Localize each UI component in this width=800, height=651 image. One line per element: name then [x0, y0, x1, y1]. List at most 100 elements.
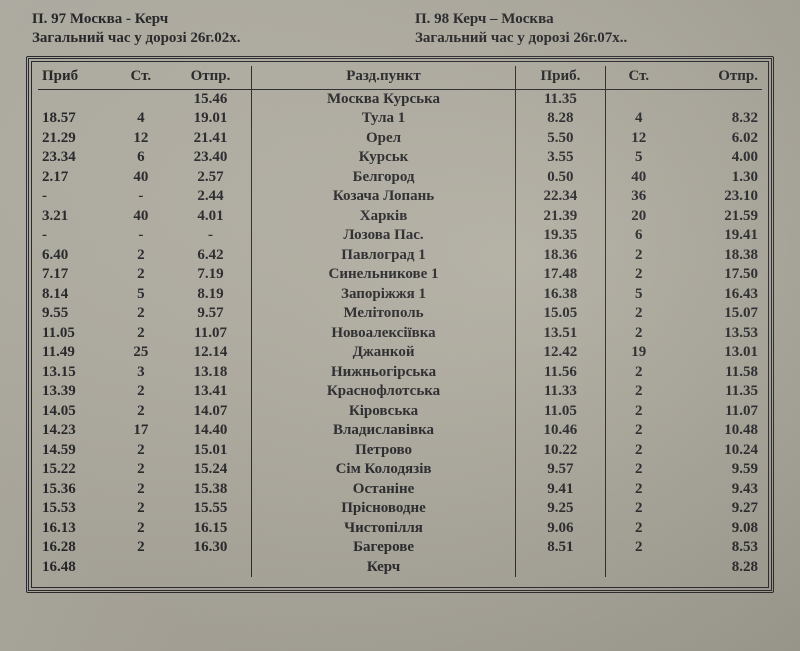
table-row: 13.15313.18Нижньогірська11.56211.58	[38, 363, 762, 383]
cell-prib2: 9.57	[515, 460, 605, 480]
cell-otpr1: 2.57	[170, 168, 252, 188]
cell-prib1: 15.36	[38, 480, 112, 500]
cell-otpr2: 4.00	[671, 148, 762, 168]
cell-st2: 2	[606, 304, 672, 324]
cell-prib2: 16.38	[515, 285, 605, 305]
header-left: П. 97 Москва - Керч Загальний час у доро…	[32, 10, 385, 48]
cell-st2: 5	[606, 285, 672, 305]
cell-st1	[112, 558, 170, 578]
cell-st1: 2	[112, 460, 170, 480]
cell-st1: -	[112, 226, 170, 246]
hdr-st1: Ст.	[112, 66, 170, 90]
cell-prib1: 6.40	[38, 246, 112, 266]
cell-prib2	[515, 558, 605, 578]
hdr-prib2: Приб.	[515, 66, 605, 90]
table-row: 15.36215.38Останіне9.4129.43	[38, 480, 762, 500]
table-row: 18.57419.01Тула 18.2848.32	[38, 109, 762, 129]
table-row: 14.59215.01Петрово10.22210.24	[38, 441, 762, 461]
cell-station: Владиславівка	[252, 421, 515, 441]
cell-otpr1: 15.55	[170, 499, 252, 519]
cell-otpr1: -	[170, 226, 252, 246]
cell-st2: 2	[606, 402, 672, 422]
cell-st2: 2	[606, 382, 672, 402]
cell-prib1: 13.15	[38, 363, 112, 383]
cell-st1: 2	[112, 324, 170, 344]
table-row: 16.28216.30Багерове8.5128.53	[38, 538, 762, 558]
cell-otpr2: 19.41	[671, 226, 762, 246]
cell-st2: 2	[606, 363, 672, 383]
table-row: 15.22215.24Сім Колодязів9.5729.59	[38, 460, 762, 480]
cell-prib2: 9.25	[515, 499, 605, 519]
cell-prib1: 18.57	[38, 109, 112, 129]
cell-prib1: 3.21	[38, 207, 112, 227]
cell-st2	[606, 558, 672, 578]
cell-st2: 2	[606, 538, 672, 558]
cell-prib2: 12.42	[515, 343, 605, 363]
cell-otpr2: 11.58	[671, 363, 762, 383]
cell-st2: 2	[606, 519, 672, 539]
cell-prib2: 17.48	[515, 265, 605, 285]
cell-st2: 19	[606, 343, 672, 363]
cell-otpr1: 11.07	[170, 324, 252, 344]
cell-st1: 2	[112, 538, 170, 558]
table-row: 16.48Керч8.28	[38, 558, 762, 578]
cell-station: Петрово	[252, 441, 515, 461]
cell-st2: 36	[606, 187, 672, 207]
cell-st1: 3	[112, 363, 170, 383]
cell-station: Керч	[252, 558, 515, 578]
cell-station: Сім Колодязів	[252, 460, 515, 480]
cell-st1: 40	[112, 168, 170, 188]
cell-station: Орел	[252, 129, 515, 149]
cell-otpr2: 8.53	[671, 538, 762, 558]
cell-prib1: -	[38, 226, 112, 246]
cell-station: Козача Лопань	[252, 187, 515, 207]
cell-otpr2: 18.38	[671, 246, 762, 266]
cell-otpr1: 4.01	[170, 207, 252, 227]
table-body: 15.46Москва Курська11.3518.57419.01Тула …	[38, 89, 762, 577]
cell-station: Павлоград 1	[252, 246, 515, 266]
cell-st1: 2	[112, 441, 170, 461]
cell-otpr1: 15.24	[170, 460, 252, 480]
table-row: 7.1727.19Синельникове 117.48217.50	[38, 265, 762, 285]
cell-prib1: -	[38, 187, 112, 207]
cell-st2: 20	[606, 207, 672, 227]
cell-station: Нижньогірська	[252, 363, 515, 383]
cell-otpr1: 9.57	[170, 304, 252, 324]
cell-prib1: 9.55	[38, 304, 112, 324]
cell-st1: -	[112, 187, 170, 207]
cell-st2: 12	[606, 129, 672, 149]
cell-otpr1: 8.19	[170, 285, 252, 305]
cell-station: Краснофлотська	[252, 382, 515, 402]
cell-prib1: 14.05	[38, 402, 112, 422]
cell-otpr1: 15.38	[170, 480, 252, 500]
hdr-st2: Ст.	[606, 66, 672, 90]
cell-station: Кіровська	[252, 402, 515, 422]
cell-station: Курськ	[252, 148, 515, 168]
cell-prib2: 9.06	[515, 519, 605, 539]
table-row: ---Лозова Пас.19.35619.41	[38, 226, 762, 246]
table-row: 21.291221.41Орел5.50126.02	[38, 129, 762, 149]
cell-prib2: 18.36	[515, 246, 605, 266]
cell-st2: 2	[606, 324, 672, 344]
cell-prib1: 14.59	[38, 441, 112, 461]
cell-otpr1: 15.01	[170, 441, 252, 461]
cell-st1: 2	[112, 265, 170, 285]
cell-otpr1	[170, 558, 252, 578]
cell-prib2: 8.28	[515, 109, 605, 129]
cell-st1: 5	[112, 285, 170, 305]
table-row: 16.13216.15Чистопілля9.0629.08	[38, 519, 762, 539]
cell-otpr1: 13.41	[170, 382, 252, 402]
cell-st1: 2	[112, 519, 170, 539]
cell-otpr1: 6.42	[170, 246, 252, 266]
cell-otpr2: 10.48	[671, 421, 762, 441]
table-row: --2.44Козача Лопань22.343623.10	[38, 187, 762, 207]
cell-st2: 2	[606, 499, 672, 519]
cell-prib2: 0.50	[515, 168, 605, 188]
table-row: 11.05211.07Новоалексіївка13.51213.53	[38, 324, 762, 344]
cell-st2: 5	[606, 148, 672, 168]
cell-station: Прісноводне	[252, 499, 515, 519]
train-98-duration: Загальний час у дорозі 26г.07х..	[415, 29, 768, 48]
cell-station: Запоріжжя 1	[252, 285, 515, 305]
cell-otpr1: 23.40	[170, 148, 252, 168]
cell-st2: 2	[606, 246, 672, 266]
